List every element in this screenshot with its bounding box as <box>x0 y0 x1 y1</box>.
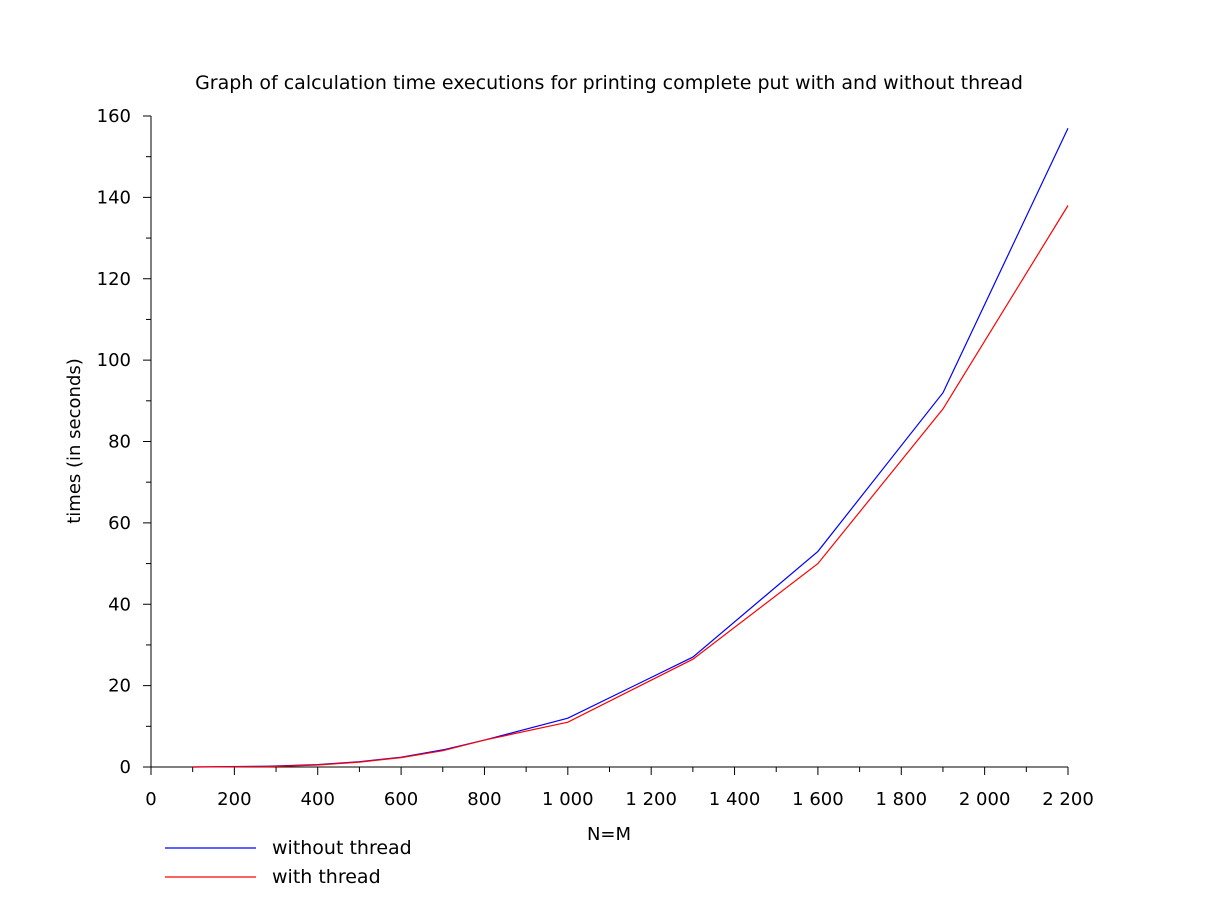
legend-label: with thread <box>272 866 381 888</box>
y-tick-label: 80 <box>108 432 131 453</box>
legend: without thread with thread <box>165 837 412 888</box>
x-axis-label: N=M <box>587 824 631 845</box>
x-tick-label: 1 000 <box>542 789 594 810</box>
x-tick-label: 2 000 <box>959 789 1011 810</box>
series-layer <box>192 127 1069 768</box>
chart-title: Graph of calculation time executions for… <box>195 72 1023 94</box>
x-tick-label: 1 800 <box>876 789 928 810</box>
series-line-with-thread <box>192 205 1069 768</box>
y-tick-label: 20 <box>108 676 131 697</box>
x-tick-label: 1 600 <box>792 789 844 810</box>
x-tick-label: 2 200 <box>1042 789 1094 810</box>
x-tick-label: 800 <box>467 789 501 810</box>
x-tick-label: 0 <box>145 789 156 810</box>
series-line-without-thread <box>192 127 1069 768</box>
y-tick-label: 140 <box>97 187 131 208</box>
legend-label: without thread <box>272 837 412 859</box>
axes: 0 200 400 600 800 1 000 1 200 1 400 1 600 1 800 2 … <box>97 106 1094 810</box>
x-tick-label: 1 200 <box>625 789 677 810</box>
x-tick-label: 1 400 <box>709 789 761 810</box>
y-tick-label: 60 <box>108 513 131 534</box>
y-tick-label: 40 <box>108 594 131 615</box>
y-tick-label: 0 <box>120 757 131 778</box>
y-axis-label: times (in seconds) <box>64 358 85 524</box>
x-tick-label: 600 <box>384 789 418 810</box>
x-tick-label: 400 <box>301 789 335 810</box>
y-tick-label: 100 <box>97 350 131 371</box>
y-tick-label: 160 <box>97 106 131 127</box>
y-tick-label: 120 <box>97 269 131 290</box>
x-tick-label: 200 <box>217 789 251 810</box>
